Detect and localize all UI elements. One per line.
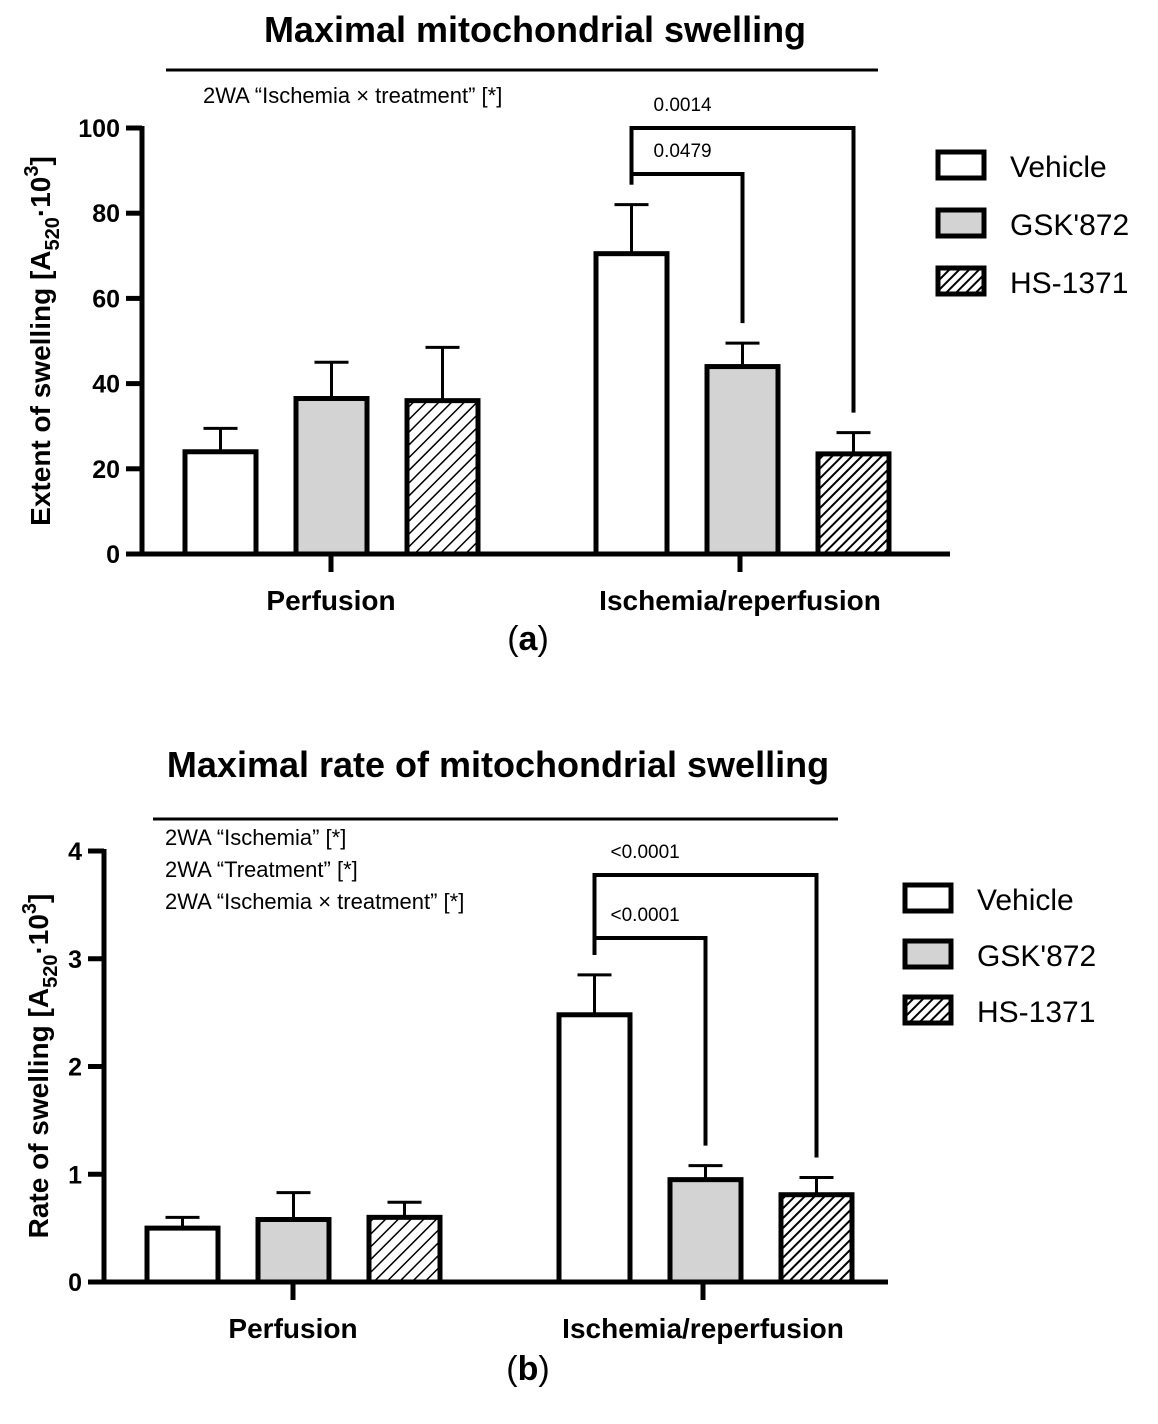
y-tick-label: 1 — [68, 1161, 82, 1189]
bar-gsk-872 — [293, 396, 370, 557]
panel-label-open: ( — [507, 620, 519, 658]
bar-gsk-872 — [704, 364, 781, 557]
y-tick-label: 0 — [106, 541, 120, 569]
legend-swatch — [902, 938, 954, 970]
stats-annotation: 2WA “Ischemia” [*] — [165, 825, 346, 850]
bar-vehicle — [556, 1012, 633, 1285]
bar-vehicle — [144, 1225, 221, 1285]
category-label: Perfusion — [266, 585, 395, 616]
chart-title: Maximal rate of mitochondrial swelling — [167, 744, 829, 785]
p-value-label: <0.0001 — [611, 905, 680, 926]
chart-title: Maximal mitochondrial swelling — [264, 9, 806, 50]
legend-swatch — [935, 207, 987, 239]
y-axis-label-sup: 3 — [19, 903, 41, 914]
y-axis-label-end: ] — [23, 894, 54, 903]
p-value-label: 0.0479 — [654, 141, 712, 162]
legend-label: GSK'872 — [977, 940, 1096, 973]
panel-label-open: ( — [506, 1350, 518, 1388]
chart-panel-b: Maximal rate of mitochondrial swelling 2W… — [19, 744, 1096, 1388]
legend-swatch — [935, 265, 987, 297]
p-value-label: <0.0001 — [611, 842, 680, 863]
legend-label: GSK'872 — [1010, 209, 1129, 242]
y-axis-label-sup: 3 — [21, 166, 43, 177]
comparison-bracket — [629, 126, 856, 413]
bar-hs-1371 — [815, 451, 892, 557]
panel-label: (b) — [506, 1350, 549, 1388]
y-tick-label: 20 — [92, 456, 120, 484]
y-axis-label-sub: 520 — [42, 217, 64, 250]
y-tick-label: 80 — [92, 200, 120, 228]
panel-label-letter: b — [518, 1350, 539, 1388]
legend-swatch — [902, 882, 954, 914]
panel-label-close: ) — [537, 620, 548, 658]
bar-vehicle — [593, 251, 670, 557]
y-tick-label: 3 — [68, 946, 82, 974]
panel-label: (a) — [507, 620, 549, 658]
category-label: Ischemia/reperfusion — [562, 1313, 844, 1344]
bar-hs-1371 — [404, 398, 481, 557]
y-axis-label-mid: ·10 — [23, 914, 54, 954]
legend-label: Vehicle — [977, 884, 1074, 917]
legend-label: HS-1371 — [1010, 267, 1128, 300]
panel-label-letter: a — [519, 620, 539, 658]
chart-panel-a: Maximal mitochondrial swelling 2WA “Ische… — [21, 9, 1129, 658]
y-tick-label: 40 — [92, 371, 120, 399]
y-tick-label: 4 — [68, 838, 82, 866]
bar-hs-1371 — [366, 1214, 443, 1285]
legend-label: HS-1371 — [977, 996, 1095, 1029]
y-axis-label-main: Extent of swelling [A — [25, 250, 56, 525]
stats-annotation: 2WA “Ischemia × treatment” [*] — [165, 889, 464, 914]
y-axis-label-sub: 520 — [40, 955, 62, 988]
y-axis-label: Extent of swelling [A520·103] — [21, 156, 64, 526]
y-tick-label: 0 — [68, 1269, 82, 1297]
category-label: Ischemia/reperfusion — [599, 585, 881, 616]
bar-gsk-872 — [255, 1217, 332, 1285]
bar-hs-1371 — [778, 1192, 855, 1285]
y-tick-label: 2 — [68, 1054, 82, 1082]
y-tick-label: 100 — [78, 115, 120, 143]
y-axis-label-main: Rate of swelling [A — [23, 988, 54, 1238]
stats-annotation: 2WA “Treatment” [*] — [165, 857, 358, 882]
category-label: Perfusion — [228, 1313, 357, 1344]
panel-label-close: ) — [538, 1350, 549, 1388]
y-axis-label: Rate of swelling [A520·103] — [19, 894, 62, 1239]
y-axis-label-mid: ·10 — [25, 177, 56, 217]
bar-vehicle — [182, 449, 259, 557]
y-axis-label-end: ] — [25, 156, 56, 165]
legend-swatch — [902, 994, 954, 1026]
legend-label: Vehicle — [1010, 151, 1107, 184]
p-value-label: 0.0014 — [654, 95, 713, 116]
y-tick-label: 60 — [92, 285, 120, 313]
bar-gsk-872 — [667, 1177, 744, 1285]
comparison-bracket — [592, 873, 819, 1158]
stats-annotation: 2WA “Ischemia × treatment” [*] — [203, 83, 502, 108]
legend-swatch — [935, 149, 987, 181]
